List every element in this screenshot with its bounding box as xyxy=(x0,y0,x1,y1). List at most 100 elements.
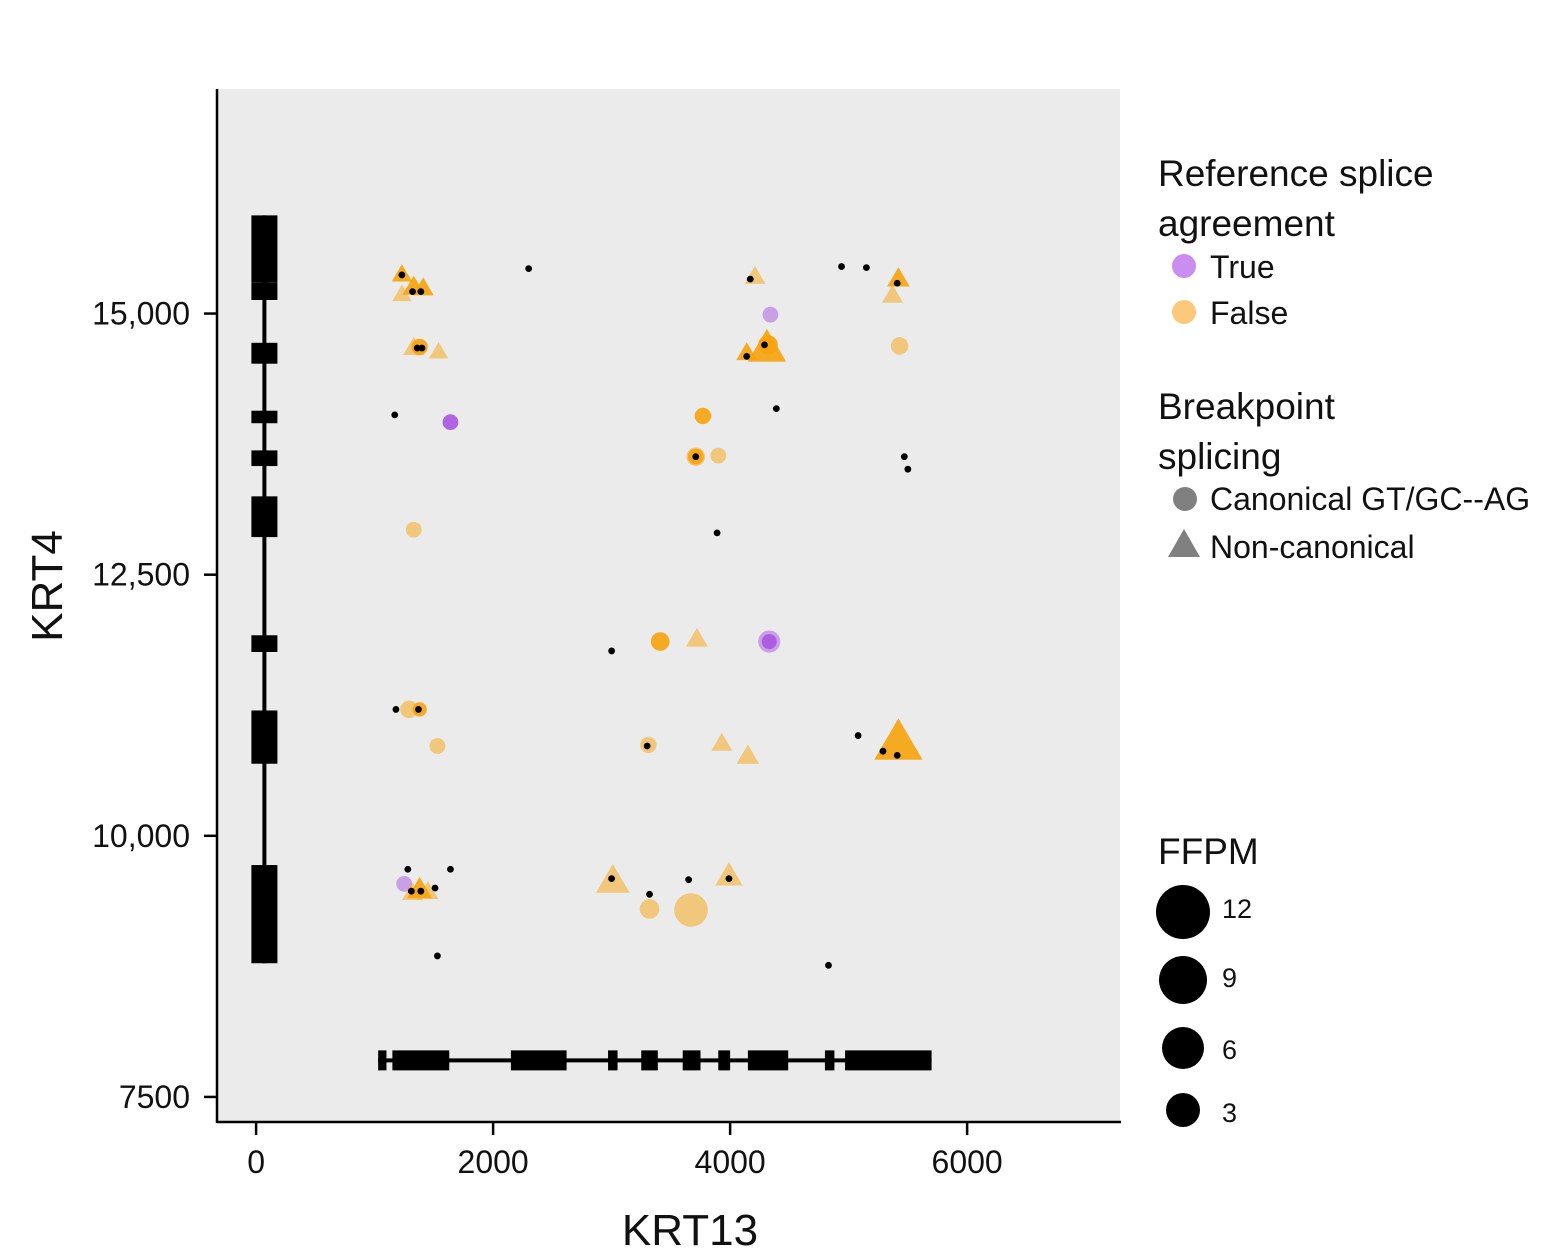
legend: Reference splice agreement True False Br… xyxy=(1156,153,1530,1128)
y-tick-label-2: 12,500 xyxy=(92,557,190,593)
legend-size-6-label: 6 xyxy=(1222,1035,1237,1065)
breakpoint-dot-27 xyxy=(417,887,425,895)
legend-size-12-swatch xyxy=(1156,885,1210,939)
fusion-point-29 xyxy=(710,447,727,464)
krt13-exon-4 xyxy=(641,1050,658,1071)
legend-canonical-label: Canonical GT/GC--AG xyxy=(1210,481,1530,517)
legend-canonical-swatch xyxy=(1173,487,1197,511)
krt4-exon-0 xyxy=(251,865,278,964)
legend-size-9-label: 9 xyxy=(1222,963,1237,993)
breakpoint-dot-4 xyxy=(418,344,426,352)
y-tick-label-1: 10,000 xyxy=(92,818,190,854)
breakpoint-dot-35 xyxy=(825,961,832,969)
fusion-point-17 xyxy=(639,899,660,919)
fusion-point-21 xyxy=(711,732,733,751)
legend-color-title-line2: agreement xyxy=(1158,203,1336,244)
breakpoint-dot-2 xyxy=(417,288,425,296)
breakpoint-dot-20 xyxy=(415,706,422,713)
fusion-point-12 xyxy=(396,875,413,892)
breakpoint-dot-32 xyxy=(646,890,653,898)
fusion-point-19 xyxy=(715,862,743,886)
breakpoint-dot-16 xyxy=(904,465,912,473)
breakpoint-dot-7 xyxy=(746,275,754,283)
breakpoint-dot-0 xyxy=(398,271,406,279)
breakpoint-dot-17 xyxy=(713,529,721,537)
fusion-point-30 xyxy=(694,407,712,425)
breakpoint-dot-23 xyxy=(879,747,887,755)
y-tick-label-3: 15,000 xyxy=(92,296,190,332)
x-tick-label-0: 0 xyxy=(247,1144,265,1180)
fusion-point-37 xyxy=(881,284,903,303)
krt13-exon-8 xyxy=(824,1050,835,1071)
breakpoint-dot-9 xyxy=(863,264,870,272)
breakpoint-dot-30 xyxy=(434,952,441,960)
legend-size-title: FFPM xyxy=(1158,831,1259,872)
fusion-point-22 xyxy=(736,744,760,764)
krt4-exon-4 xyxy=(251,450,278,467)
fusion-point-26 xyxy=(761,633,777,650)
breakpoint-dots xyxy=(391,263,912,969)
fusion-point-15 xyxy=(417,881,439,900)
breakpoint-dot-8 xyxy=(838,263,845,270)
legend-size-12-label: 12 xyxy=(1222,894,1252,924)
krt4-exon-1 xyxy=(251,710,278,764)
krt13-exon-7 xyxy=(747,1050,789,1071)
fusion-point-36 xyxy=(887,267,910,287)
x-tick-label-3: 6000 xyxy=(932,1144,1003,1180)
breakpoint-dot-25 xyxy=(404,865,412,873)
fusion-point-7 xyxy=(442,414,459,431)
breakpoint-dot-18 xyxy=(608,647,616,655)
legend-size-6-swatch xyxy=(1162,1027,1204,1069)
krt13-exon-5 xyxy=(682,1050,701,1071)
krt4-exon-2 xyxy=(251,635,278,652)
x-axis-ticks: 0 2000 4000 6000 xyxy=(247,1122,1003,1180)
y-axis-ticks: 7500 10,000 12,500 15,000 xyxy=(92,296,217,1115)
krt13-exon-0 xyxy=(378,1050,387,1071)
breakpoint-dot-33 xyxy=(685,876,693,884)
krt13-exon-2 xyxy=(510,1050,567,1071)
breakpoint-dot-12 xyxy=(743,352,751,360)
breakpoint-dot-28 xyxy=(431,884,439,892)
x-tick-label-2: 4000 xyxy=(695,1144,766,1180)
fusion-point-23 xyxy=(650,632,670,651)
krt13-exon-9 xyxy=(845,1050,932,1071)
fusion-point-33 xyxy=(758,335,778,355)
legend-false-label: False xyxy=(1210,295,1288,331)
legend-size-3-swatch xyxy=(1166,1093,1200,1127)
y-tick-label-0: 7500 xyxy=(119,1079,190,1115)
legend-noncanonical-swatch xyxy=(1168,529,1200,557)
breakpoint-dot-5 xyxy=(391,411,399,419)
breakpoint-dot-1 xyxy=(409,288,416,296)
legend-shape-title-line1: Breakpoint xyxy=(1158,386,1336,427)
krt4-exon-6 xyxy=(251,342,278,364)
breakpoint-dot-19 xyxy=(392,706,400,713)
breakpoint-dot-21 xyxy=(643,742,651,750)
fusion-point-11 xyxy=(429,738,446,754)
breakpoint-dot-26 xyxy=(407,887,415,895)
x-tick-label-1: 2000 xyxy=(458,1144,529,1180)
plot-panel xyxy=(217,89,1120,1122)
legend-false-swatch xyxy=(1172,300,1196,324)
breakpoint-dot-31 xyxy=(608,875,616,883)
krt13-exon-6 xyxy=(718,1050,731,1071)
krt4-exon-8 xyxy=(251,215,278,283)
breakpoint-dot-13 xyxy=(772,405,780,413)
fusion-point-24 xyxy=(686,627,708,647)
fusion-point-6 xyxy=(428,342,449,359)
y-axis-title: KRT4 xyxy=(23,530,72,642)
legend-true-label: True xyxy=(1210,249,1275,285)
breakpoint-dot-34 xyxy=(725,875,733,883)
breakpoint-dot-3 xyxy=(413,344,421,352)
fusion-point-18 xyxy=(674,893,708,927)
breakpoint-dot-24 xyxy=(893,751,901,759)
fusion-point-9 xyxy=(400,700,418,719)
breakpoint-dot-11 xyxy=(761,341,768,349)
x-axis-title: KRT13 xyxy=(622,1206,758,1248)
fusion-point-8 xyxy=(405,521,422,538)
legend-size-3-label: 3 xyxy=(1222,1098,1237,1128)
krt13-exon-3 xyxy=(608,1050,618,1071)
legend-true-swatch xyxy=(1172,254,1196,278)
legend-shape-title-line2: splicing xyxy=(1158,436,1281,477)
breakpoint-dot-10 xyxy=(893,279,901,287)
